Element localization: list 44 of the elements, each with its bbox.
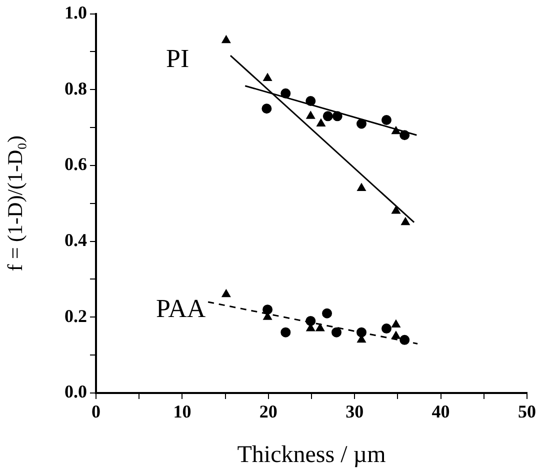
- point: [392, 320, 400, 328]
- point: [356, 327, 366, 338]
- point: [357, 183, 366, 191]
- point: [222, 35, 231, 44]
- x-tick-label: 50: [518, 401, 536, 422]
- point: [381, 324, 392, 334]
- y-axis-title: f = (1-D)/(1-D₀): [3, 136, 28, 272]
- x-tick-label: 0: [92, 401, 100, 422]
- x-tick-label: 20: [259, 401, 278, 422]
- point: [316, 118, 326, 127]
- point: [400, 334, 410, 345]
- y-tick-label: 1.0: [64, 2, 87, 22]
- point: [322, 308, 332, 318]
- y-tick-label: 0.8: [64, 78, 87, 98]
- point: [306, 316, 316, 326]
- point: [306, 96, 316, 106]
- annotation: PAA: [156, 294, 206, 323]
- point: [263, 73, 272, 82]
- x-tick-label: 40: [432, 401, 450, 422]
- point: [280, 88, 291, 98]
- x-axis-title: Thickness / µm: [237, 442, 386, 468]
- point: [306, 111, 316, 119]
- y-tick-label: 0.4: [64, 230, 87, 250]
- point: [222, 289, 231, 298]
- point: [381, 114, 392, 125]
- point: [392, 126, 400, 134]
- point: [356, 118, 366, 129]
- point: [332, 111, 342, 122]
- point: [280, 327, 291, 338]
- point: [262, 104, 272, 114]
- point: [400, 130, 410, 140]
- point: [322, 111, 333, 122]
- y-tick-label: 0.2: [64, 306, 87, 326]
- x-tick-label: 10: [173, 401, 192, 422]
- text: 0.0: [64, 382, 87, 402]
- point: [392, 206, 400, 214]
- point: [262, 304, 273, 315]
- point: [401, 217, 410, 226]
- point: [316, 324, 325, 332]
- x-tick-label: 30: [346, 401, 364, 422]
- point: [392, 331, 400, 339]
- y-tick-label: 0.6: [64, 154, 87, 174]
- annotation: PI: [166, 44, 190, 73]
- point: [332, 327, 342, 338]
